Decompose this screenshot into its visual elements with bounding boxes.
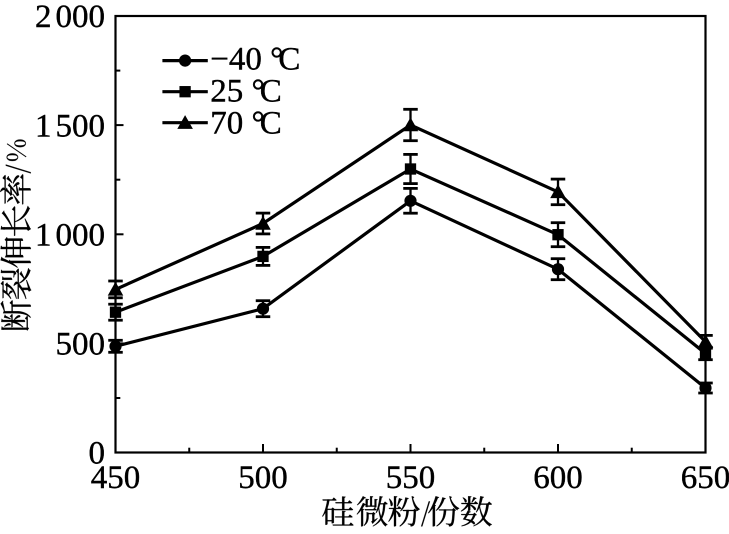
svg-text:2 000: 2 000 [35, 0, 105, 35]
svg-text:550: 550 [386, 460, 436, 496]
svg-text:650: 650 [681, 460, 729, 496]
svg-text:500: 500 [238, 460, 288, 496]
svg-text:500: 500 [56, 327, 106, 363]
svg-text:1 000: 1 000 [35, 218, 105, 254]
svg-text:−40 °C: −40 °C [210, 41, 300, 77]
svg-text:450: 450 [91, 460, 141, 496]
svg-text:0: 0 [89, 436, 106, 472]
svg-text:70 °C: 70 °C [210, 105, 281, 141]
svg-text:600: 600 [533, 460, 583, 496]
svg-text:1 500: 1 500 [35, 108, 105, 144]
svg-text:25 °C: 25 °C [210, 74, 281, 110]
